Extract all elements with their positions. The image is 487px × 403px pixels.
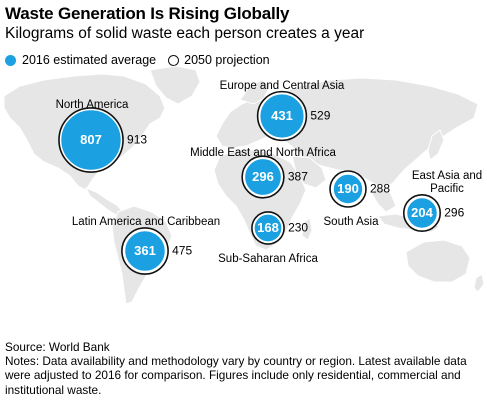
legend-item-2016: 2016 estimated average — [5, 53, 156, 67]
region-marker-europe: 431 529 Europe and Central Asia — [220, 80, 345, 142]
region-name-label: Sub-Saharan Africa — [218, 253, 318, 265]
value-2050-label: 288 — [370, 182, 390, 196]
chart-subtitle: Kilograms of solid waste each person cre… — [5, 25, 365, 42]
map-asia — [271, 77, 479, 187]
estimate-2016-circle — [60, 109, 122, 171]
value-2016-label: 168 — [257, 220, 279, 235]
region-name-label: Middle East and North Africa — [190, 147, 336, 159]
region-marker-south-america: 361 475 Latin America and Caribbean — [72, 216, 220, 275]
region-name-label: East Asia and Pacific — [412, 170, 482, 195]
region-marker-north-africa: 296 387 Middle East and North Africa — [190, 147, 336, 199]
estimate-2016-circle — [244, 158, 282, 196]
source-note: Source: World Bank — [5, 340, 110, 354]
value-2016-label: 204 — [411, 205, 433, 220]
map-greenland — [149, 65, 201, 105]
region-name-label: South Asia — [324, 216, 380, 228]
region-marker-east-asia: 204 296 East Asia and Pacific — [402, 170, 482, 233]
region-name-line: East Asia and — [412, 170, 482, 182]
footer: Source: World Bank Notes: Data availabil… — [5, 340, 483, 397]
map-madagascar — [301, 217, 313, 241]
region-marker-north-america: 807 913 North America — [56, 99, 147, 173]
region-marker-south-asia: 190 288 South Asia — [324, 170, 390, 228]
estimate-2016-circle — [124, 230, 166, 272]
region-name-label: Latin America and Caribbean — [72, 216, 220, 228]
legend-label-2016: 2016 estimated average — [22, 53, 157, 67]
chart-title: Waste Generation Is Rising Globally — [5, 4, 290, 23]
value-2016-label: 807 — [80, 132, 102, 147]
estimate-2016-circle — [259, 93, 305, 139]
legend-swatch-2016 — [5, 54, 16, 66]
legend: 2016 estimated average 2050 projection — [5, 53, 270, 67]
region-name-label: Europe and Central Asia — [220, 80, 345, 92]
map-scandinavia — [239, 79, 271, 105]
region-marker-central-africa: 168 230 Sub-Saharan Africa — [218, 211, 318, 265]
methodology-note: Notes: Data availability and methodology… — [5, 354, 467, 397]
estimate-2016-circle — [332, 173, 364, 205]
region-name-line: Pacific — [430, 183, 464, 195]
map-arabia — [291, 155, 327, 189]
map-japan — [427, 129, 445, 161]
value-2050-label: 475 — [172, 244, 192, 258]
legend-item-2050: 2050 projection — [168, 53, 270, 67]
value-2050-label: 529 — [310, 109, 330, 123]
map-australia — [405, 239, 471, 283]
map-new-zealand — [473, 273, 485, 293]
value-2016-label: 361 — [134, 243, 156, 258]
value-2016-label: 431 — [271, 108, 293, 123]
map-southeast-asia — [371, 185, 397, 213]
estimate-2016-circle — [406, 197, 438, 229]
region-name-label: North America — [56, 99, 129, 111]
value-2050-label: 230 — [288, 221, 308, 235]
value-2016-label: 296 — [252, 169, 274, 184]
estimate-2016-circle — [253, 213, 283, 243]
value-2016-label: 190 — [337, 181, 359, 196]
value-2050-label: 296 — [444, 206, 464, 220]
value-2050-label: 387 — [288, 170, 308, 184]
legend-label-2050: 2050 projection — [184, 53, 270, 67]
legend-swatch-2050 — [168, 54, 180, 66]
value-2050-label: 913 — [127, 133, 147, 147]
chart-marks: 807 913 North America 431 529 Europe and Cent… — [56, 80, 482, 275]
